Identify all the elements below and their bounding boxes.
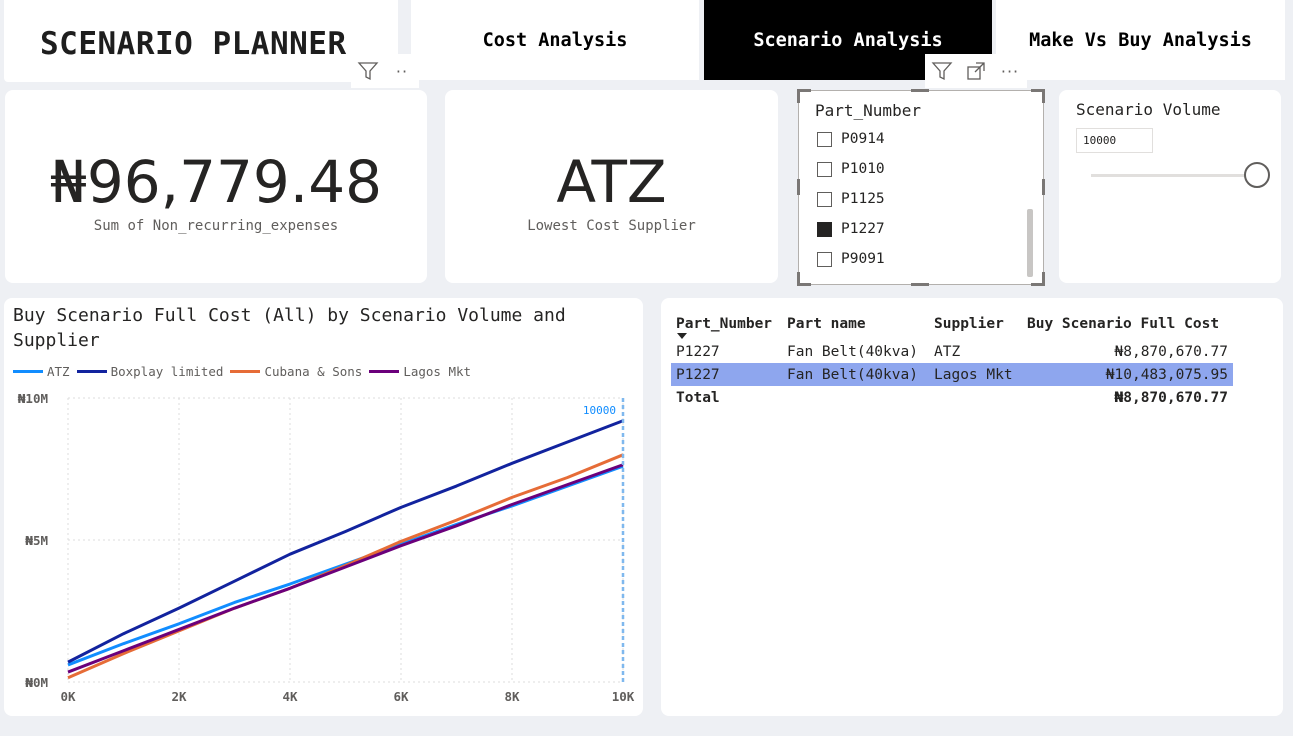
total-value: ₦8,870,670.77 [1114,389,1229,406]
y-tick-label: ₦5M [25,533,48,548]
volume-marker-label: 10000 [583,404,616,417]
table-cell: P1227 [671,363,782,386]
legend-item[interactable]: Lagos Mkt [369,364,471,379]
slicer-item[interactable]: P0914 [817,131,885,147]
checkbox[interactable] [817,161,832,177]
kpi-value: ATZ [556,148,667,216]
chart-legend: ATZ Boxplay limited Cubana & Sons Lagos Mkt [13,364,478,379]
slicer-scrollbar[interactable] [1027,209,1033,277]
checkbox[interactable] [817,251,832,267]
slicer-item[interactable]: P1010 [817,161,885,177]
x-tick-label: 2K [171,689,187,704]
x-tick-label: 8K [504,689,520,704]
total-label: Total [676,389,720,406]
slicer-item-label: P9091 [841,251,885,267]
table-cell: P1227 [676,343,720,360]
checkbox[interactable] [817,131,832,147]
slicer-item-label: P1010 [841,161,885,177]
series-line-lagos-mkt[interactable] [67,463,624,674]
scenario-volume-card: Scenario Volume 10000 [1059,90,1281,283]
slicer-item-label: P1227 [841,221,885,237]
kpi-value: ₦96,779.48 [49,148,383,216]
column-header[interactable]: Supplier [934,316,1004,332]
kpi-label: Lowest Cost Supplier [527,218,696,234]
checkbox-checked[interactable] [817,221,832,237]
legend-label: Boxplay limited [110,364,224,379]
table-cell: Fan Belt(40kva) [782,363,929,386]
filter-icon[interactable] [351,54,385,88]
legend-label: Lagos Mkt [403,364,472,379]
table-cell: Lagos Mkt [929,363,1022,386]
checkbox[interactable] [817,191,832,207]
legend-label: Cubana & Sons [264,364,363,379]
more-options-icon[interactable]: ··· [1000,61,1020,81]
slicer-item-label: P1125 [841,191,885,207]
volume-slider-track[interactable] [1091,174,1256,177]
more-options-icon[interactable]: ·· [395,61,409,81]
series-line-boxplay-limited[interactable] [67,419,624,664]
nonrecurring-kpi-card: ₦96,779.48 Sum of Non_recurring_expenses [5,90,427,283]
title-card: SCENARIO PLANNER [4,0,398,82]
total-row: Total ₦8,870,670.77 [671,386,1233,409]
visual-header: ·· [351,54,419,88]
legend-swatch [369,370,400,373]
nav-make-vs-buy-button[interactable]: Make Vs Buy Analysis [996,0,1285,80]
line-chart-card: Buy Scenario Full Cost (All) by Scenario… [4,298,643,716]
slicer-visual-header: ··· [925,54,1027,88]
volume-input[interactable]: 10000 [1076,128,1153,153]
focus-mode-icon[interactable] [959,54,993,88]
table-cell: ₦8,870,670.77 [1114,343,1229,360]
column-header[interactable]: Buy Scenario Full Cost [1027,316,1220,332]
slicer-item-label: P0914 [841,131,885,147]
legend-item[interactable]: ATZ [13,364,70,379]
slicer-item[interactable]: P1227 [817,221,885,237]
legend-item[interactable]: Boxplay limited [76,364,224,379]
volume-title: Scenario Volume [1076,100,1221,119]
part-number-slicer: Part_Number P0914 P1010 P1125 P1227 P9091 [799,91,1043,284]
data-table: Part_Number Part name Supplier Buy Scena… [671,306,1233,409]
y-tick-label: ₦10M [18,391,48,406]
legend-item[interactable]: Cubana & Sons [230,364,362,379]
y-tick-label: ₦0M [25,675,48,690]
slicer-item[interactable]: P1125 [817,191,885,207]
legend-swatch [76,370,107,373]
slicer-title: Part_Number [815,101,921,120]
legend-swatch [230,370,261,373]
x-tick-label: 4K [282,689,298,704]
legend-swatch [13,370,43,373]
slicer-item[interactable]: P9091 [817,251,885,267]
nav-scenario-analysis-button[interactable]: Scenario Analysis [704,0,992,80]
table-cell: Fan Belt(40kva) [787,343,918,360]
kpi-label: Sum of Non_recurring_expenses [93,218,339,234]
column-header[interactable]: Part_Number [676,316,773,332]
page-title: SCENARIO PLANNER [40,26,347,62]
supplier-kpi-card: ATZ Lowest Cost Supplier [445,90,778,283]
x-tick-label: 10K [612,689,635,704]
table-card: Part_Number Part name Supplier Buy Scena… [661,298,1283,716]
x-tick-label: 6K [393,689,409,704]
nav-cost-analysis-button[interactable]: Cost Analysis [411,0,699,80]
table-cell: ATZ [934,343,961,360]
volume-slider-thumb[interactable] [1244,162,1270,188]
chart-title: Buy Scenario Full Cost (All) by Scenario… [13,305,566,351]
table-cell: ₦10,483,075.95 [1022,363,1233,386]
column-header[interactable]: Part name [787,316,866,332]
table-row[interactable]: P1227 Fan Belt(40kva) ATZ ₦8,870,670.77 [671,340,1233,363]
x-tick-label: 0K [60,689,76,704]
sort-descending-icon [677,333,687,339]
legend-label: ATZ [47,364,70,379]
table-row[interactable]: P1227 Fan Belt(40kva) Lagos Mkt ₦10,483,075… [671,363,1233,386]
filter-icon[interactable] [925,54,959,88]
chart-svg: ₦0M ₦5M ₦10M 0K 2K 4K 6K 8K 10K 10000 [18,391,635,704]
